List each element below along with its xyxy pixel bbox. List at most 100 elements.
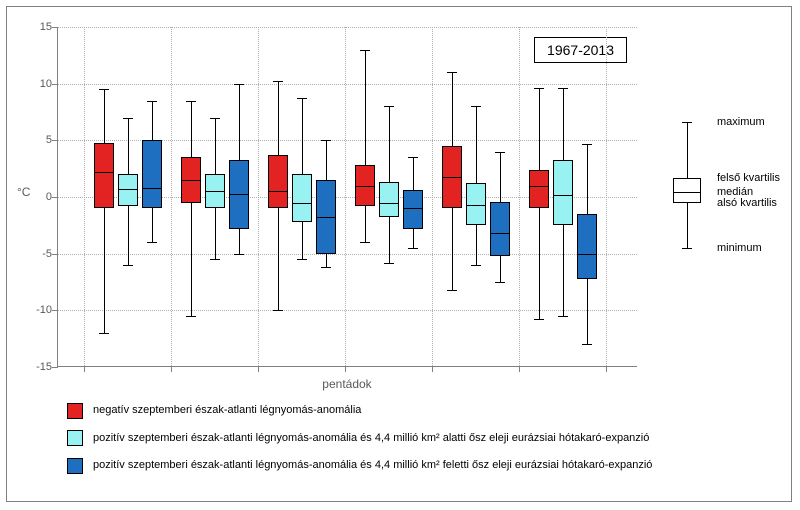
whisker-cap	[186, 316, 196, 317]
median-line	[292, 203, 312, 204]
tick-x	[258, 366, 259, 372]
legend-label: negatív szeptemberi észak-atlanti légnyo…	[93, 402, 361, 420]
box	[529, 170, 549, 209]
key-label-min: minimum	[717, 242, 762, 254]
key-cap	[682, 122, 692, 123]
median-line	[403, 208, 423, 209]
whisker-cap	[210, 259, 220, 260]
box	[292, 174, 312, 222]
whisker	[365, 50, 366, 243]
legend-swatch	[67, 403, 83, 419]
median-line	[466, 205, 486, 206]
legend-swatch	[67, 430, 83, 446]
tick-x	[606, 366, 607, 372]
median-line	[205, 191, 225, 192]
whisker-cap	[384, 106, 394, 107]
whisker-cap	[99, 333, 109, 334]
whisker-cap	[360, 50, 370, 51]
whisker-cap	[273, 81, 283, 82]
gridline-v	[519, 27, 520, 366]
box	[577, 214, 597, 279]
median-line	[229, 194, 249, 195]
tick-x	[519, 366, 520, 372]
median-line	[94, 172, 114, 173]
whisker-cap	[558, 88, 568, 89]
whisker-cap	[471, 265, 481, 266]
whisker-cap	[408, 157, 418, 158]
whisker-cap	[360, 242, 370, 243]
whisker-cap	[582, 144, 592, 145]
median-line	[316, 217, 336, 218]
legend: negatív szeptemberi észak-atlanti légnyo…	[67, 402, 652, 485]
whisker-cap	[123, 118, 133, 119]
median-line	[355, 186, 375, 187]
legend-label: pozitív szeptemberi észak-atlanti légnyo…	[93, 430, 649, 448]
whisker-cap	[495, 152, 505, 153]
tick-label-y: -10	[22, 304, 52, 316]
tick-y	[52, 84, 58, 85]
legend-item: pozitív szeptemberi észak-atlanti légnyo…	[67, 457, 652, 475]
whisker-cap	[234, 254, 244, 255]
whisker	[191, 101, 192, 316]
whisker-cap	[558, 316, 568, 317]
median-line	[577, 254, 597, 255]
whisker-cap	[408, 248, 418, 249]
tick-y	[52, 367, 58, 368]
whisker-cap	[297, 98, 307, 99]
box	[403, 190, 423, 229]
median-line	[142, 188, 162, 189]
whisker-cap	[321, 140, 331, 141]
legend-label: pozitív szeptemberi észak-atlanti légnyo…	[93, 457, 652, 475]
tick-label-y: 15	[22, 21, 52, 33]
whisker-cap	[234, 84, 244, 85]
tick-label-y: 5	[22, 134, 52, 146]
key-label-q3: felső kvartilis	[717, 172, 780, 184]
gridline-h	[58, 310, 637, 311]
median-line	[268, 191, 288, 192]
median-line	[379, 203, 399, 204]
whisker-cap	[186, 101, 196, 102]
median-line	[553, 195, 573, 196]
gridline-h	[58, 27, 637, 28]
whisker-cap	[297, 259, 307, 260]
key-label-max: maximum	[717, 116, 765, 128]
whisker-cap	[147, 242, 157, 243]
tick-label-y: 10	[22, 78, 52, 90]
x-axis-label: pentádok	[57, 377, 637, 391]
whisker-cap	[123, 265, 133, 266]
whisker-cap	[321, 267, 331, 268]
y-axis-label: °C	[17, 185, 30, 199]
gridline-h	[58, 84, 637, 85]
median-line	[490, 233, 510, 234]
box	[94, 143, 114, 209]
gridline-v	[606, 27, 607, 366]
whisker-cap	[273, 310, 283, 311]
chart-title: 1967-2013	[534, 37, 627, 63]
key-median	[673, 192, 701, 193]
gridline-v	[171, 27, 172, 366]
boxplot-key: maximumfelső kvartilismediánalsó kvartil…	[647, 87, 787, 317]
box	[268, 155, 288, 208]
whisker-cap	[495, 282, 505, 283]
whisker	[104, 89, 105, 333]
legend-swatch	[67, 458, 83, 474]
whisker-cap	[447, 72, 457, 73]
legend-item: negatív szeptemberi észak-atlanti légnyo…	[67, 402, 652, 420]
plot-area: 1967-2013 -15-10-5051015	[57, 27, 637, 367]
whisker-cap	[99, 89, 109, 90]
tick-y	[52, 140, 58, 141]
legend-item: pozitív szeptemberi észak-atlanti légnyo…	[67, 430, 652, 448]
tick-y	[52, 254, 58, 255]
tick-x	[84, 366, 85, 372]
tick-label-y: -5	[22, 248, 52, 260]
whisker-cap	[147, 101, 157, 102]
gridline-h	[58, 254, 637, 255]
gridline-v	[258, 27, 259, 366]
whisker-cap	[384, 263, 394, 264]
key-box	[673, 178, 701, 203]
whisker-cap	[534, 88, 544, 89]
box	[379, 182, 399, 217]
key-label-q1: alsó kvartilis	[717, 197, 777, 209]
key-cap	[682, 248, 692, 249]
median-line	[181, 180, 201, 181]
